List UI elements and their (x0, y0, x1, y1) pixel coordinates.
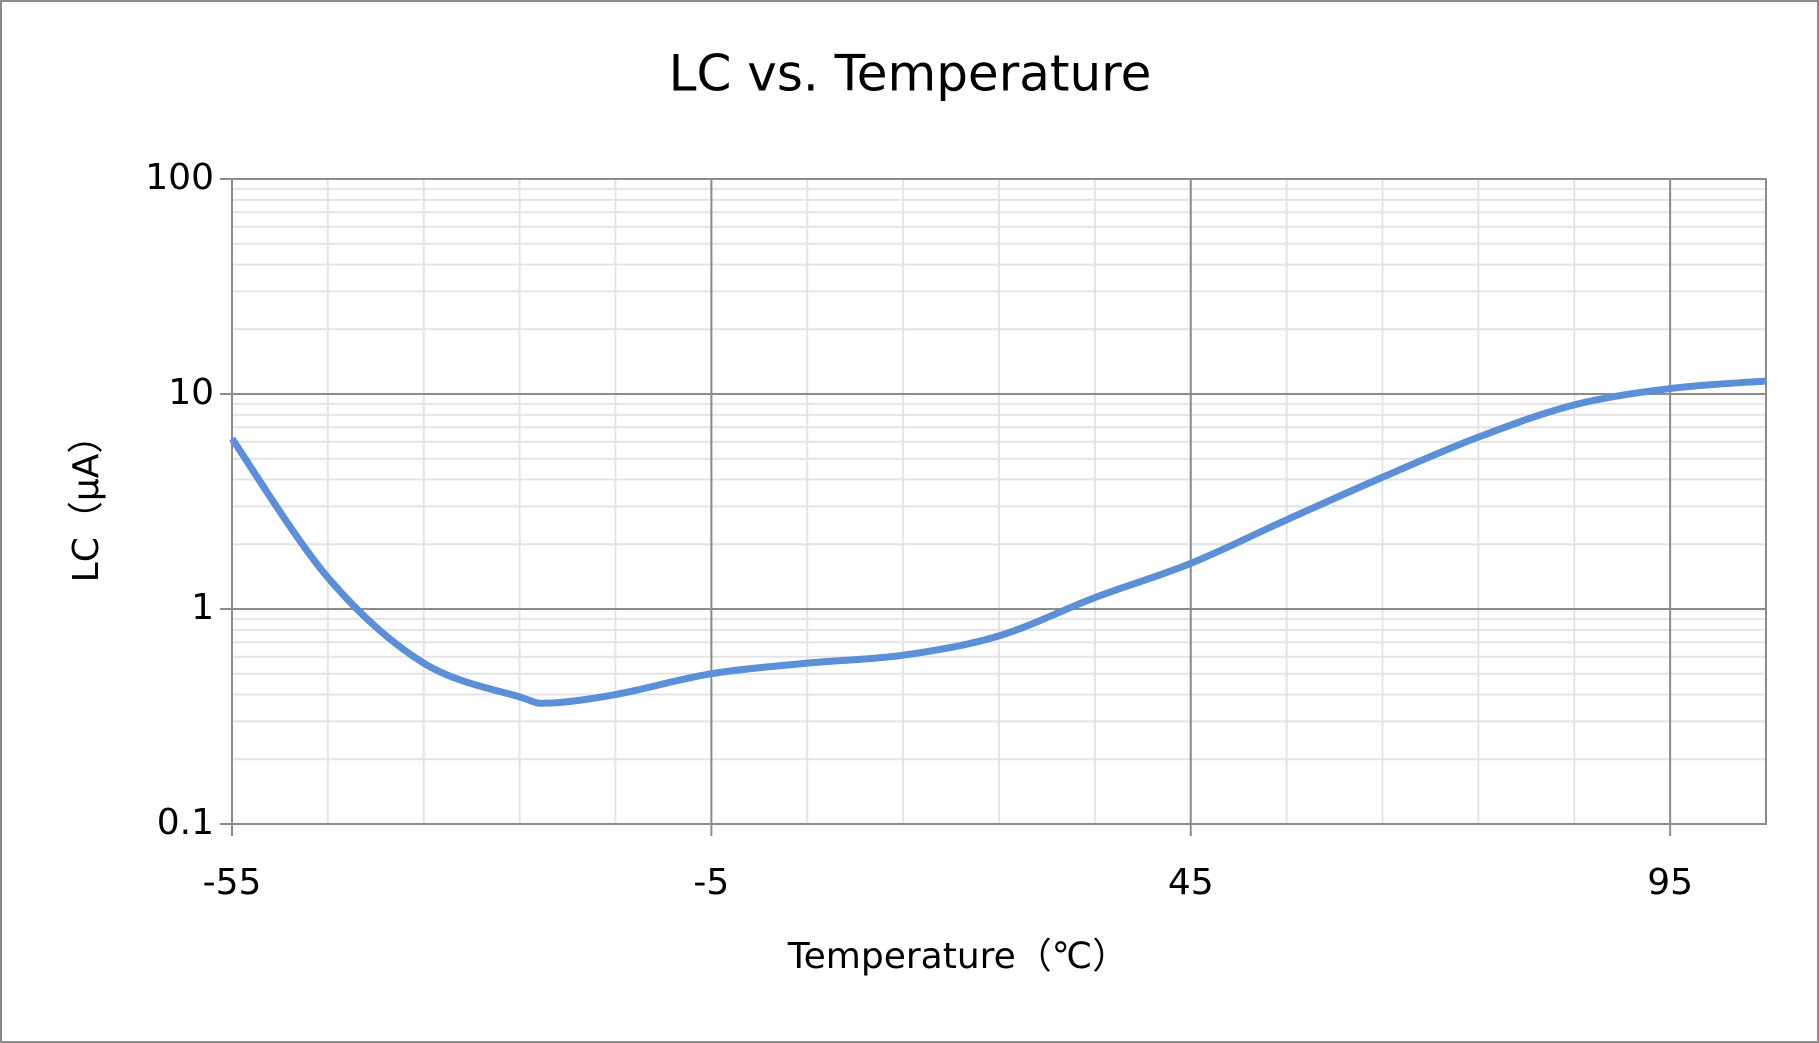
y-axis-label: LC（μA） (66, 418, 107, 583)
x-tick-label: -55 (203, 862, 262, 903)
chart-title: LC vs. Temperature (669, 45, 1152, 103)
data-line (229, 377, 1767, 707)
x-axis-label: Temperature（℃） (787, 936, 1128, 977)
y-tick-label: 0.1 (157, 802, 214, 843)
y-tick-label: 1 (191, 587, 214, 628)
y-tick-label: 10 (168, 372, 214, 413)
x-tick-label: 95 (1647, 862, 1693, 903)
x-tick-label: -5 (693, 862, 729, 903)
x-tick-label: 45 (1168, 862, 1214, 903)
y-tick-label: 100 (145, 157, 214, 198)
plot-border (231, 178, 1767, 825)
